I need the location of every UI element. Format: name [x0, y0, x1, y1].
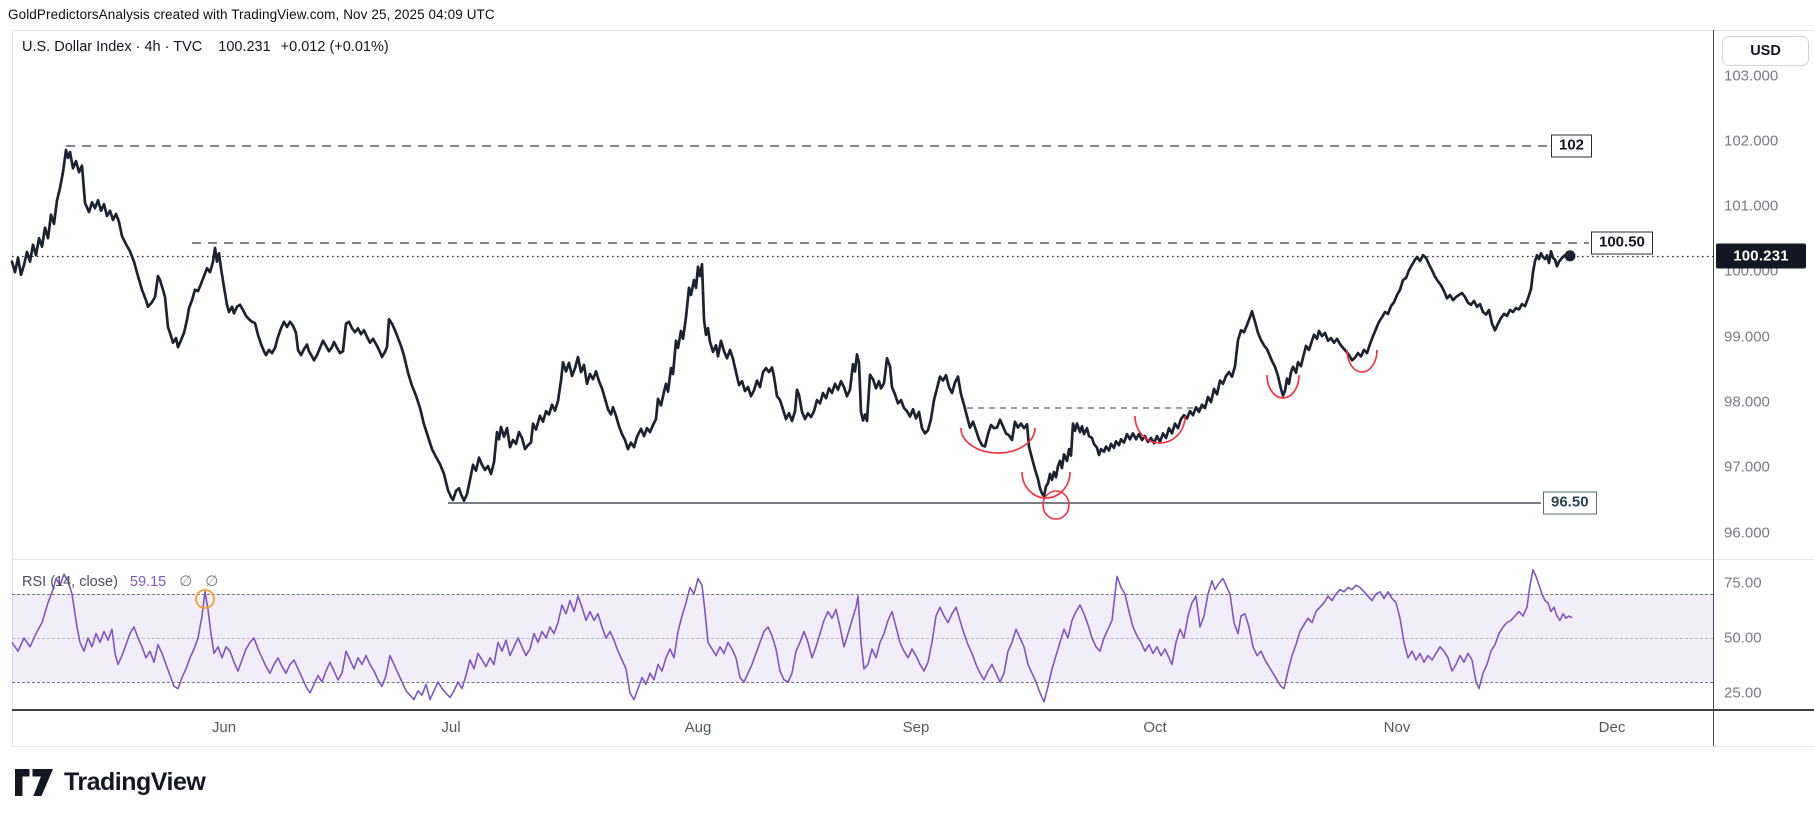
- month-label-nov: Nov: [1383, 719, 1411, 736]
- bottom-arc-annotation-4[interactable]: [1266, 374, 1300, 399]
- last-price-dot: [1564, 250, 1576, 262]
- level-price-label-96.50[interactable]: 96.50: [1543, 491, 1597, 515]
- bottom-arc-annotation-5[interactable]: [1346, 349, 1378, 373]
- month-label-jul: Jul: [441, 719, 461, 736]
- current-price-badge: 100.231: [1716, 243, 1806, 269]
- rsi-tick-25.00: 25.00: [1724, 684, 1762, 702]
- price-tick-98.000: 98.000: [1724, 393, 1770, 411]
- month-label-sep: Sep: [902, 719, 930, 736]
- tradingview-logo[interactable]: TradingView: [15, 768, 206, 797]
- time-axis-separator: [12, 709, 1814, 711]
- rsi-legend[interactable]: RSI (14, close) 59.15 ∅ ∅: [22, 572, 218, 590]
- rsi-value: 59.15: [129, 574, 167, 590]
- month-label-dec: Dec: [1598, 719, 1626, 736]
- tradingview-logo-icon: [15, 769, 53, 796]
- chart-top-border: [12, 30, 1814, 31]
- attribution-text: GoldPredictorsAnalysis created with Trad…: [8, 7, 495, 22]
- chart-left-border: [12, 30, 13, 746]
- price-change: +0.012 (+0.01%): [280, 39, 389, 55]
- pane-separator[interactable]: [12, 559, 1814, 560]
- tradingview-logo-text: TradingView: [64, 768, 206, 796]
- rsi-middle-band-line: [12, 638, 1713, 639]
- rsi-tick-50.00: 50.00: [1724, 629, 1762, 647]
- rsi-lower-band-line: [12, 682, 1713, 683]
- level-price-label-102[interactable]: 102: [1551, 134, 1593, 158]
- bottom-circle-annotation[interactable]: [1042, 490, 1070, 520]
- bottom-arc-annotation-3[interactable]: [1134, 415, 1186, 444]
- price-tick-103.000: 103.000: [1724, 67, 1779, 85]
- rsi-tick-75.00: 75.00: [1724, 574, 1762, 592]
- price-tick-99.000: 99.000: [1724, 328, 1770, 346]
- price-tick-102.000: 102.000: [1724, 132, 1779, 150]
- price-axis-separator: [1713, 30, 1714, 746]
- rsi-title: RSI (14, close): [22, 574, 118, 590]
- price-tick-101.000: 101.000: [1724, 197, 1779, 215]
- bottom-arc-annotation-1[interactable]: [960, 427, 1036, 454]
- rsi-toggle-icon-2[interactable]: ∅: [205, 573, 219, 590]
- month-label-aug: Aug: [684, 719, 712, 736]
- symbol-legend[interactable]: U.S. Dollar Index · 4h · TVC 100.231 +0.01…: [22, 39, 389, 55]
- price-series-line: [10, 148, 1572, 503]
- currency-button[interactable]: USD: [1722, 36, 1809, 66]
- chart-bottom-border: [12, 746, 1814, 747]
- last-price-value: 100.231: [218, 39, 271, 55]
- level-price-label-100.50[interactable]: 100.50: [1591, 231, 1653, 255]
- symbol-title: U.S. Dollar Index · 4h · TVC: [22, 39, 203, 55]
- month-label-jun: Jun: [211, 719, 237, 736]
- price-tick-96.000: 96.000: [1724, 524, 1770, 542]
- rsi-series-line: [11, 568, 1573, 703]
- price-tick-97.000: 97.000: [1724, 458, 1770, 476]
- rsi-peak-circle-annotation[interactable]: [195, 589, 215, 609]
- rsi-toggle-icon-1[interactable]: ∅: [179, 573, 193, 590]
- bottom-arc-annotation-2[interactable]: [1021, 471, 1071, 499]
- rsi-upper-band-line: [12, 594, 1713, 595]
- month-label-oct: Oct: [1143, 719, 1167, 736]
